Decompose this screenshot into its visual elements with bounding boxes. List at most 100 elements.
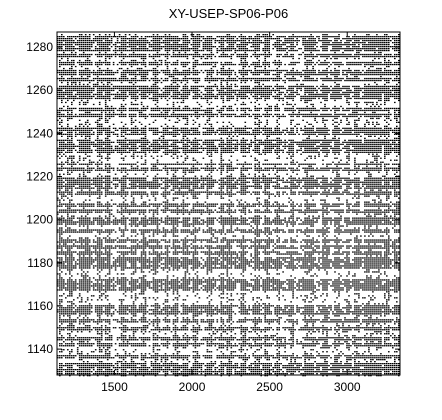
data-point bbox=[61, 355, 63, 357]
data-point bbox=[222, 347, 225, 349]
data-point bbox=[242, 341, 245, 343]
data-point bbox=[380, 307, 382, 309]
data-point bbox=[276, 319, 278, 321]
data-point bbox=[398, 311, 400, 313]
data-point bbox=[69, 355, 71, 357]
data-point bbox=[142, 285, 145, 287]
data-point bbox=[174, 303, 177, 305]
data-point bbox=[342, 369, 344, 371]
data-point bbox=[108, 287, 111, 289]
data-point bbox=[192, 313, 195, 315]
data-point bbox=[120, 299, 123, 301]
data-point bbox=[71, 289, 73, 291]
data-point bbox=[340, 287, 342, 289]
data-point bbox=[246, 311, 248, 313]
data-point bbox=[96, 279, 99, 281]
data-point bbox=[120, 343, 123, 345]
data-point bbox=[124, 345, 127, 347]
data-point bbox=[192, 345, 195, 347]
data-point bbox=[348, 329, 350, 331]
data-point bbox=[212, 309, 215, 311]
data-point bbox=[292, 333, 294, 335]
data-point bbox=[222, 327, 225, 329]
data-point bbox=[134, 287, 137, 289]
data-point bbox=[80, 285, 83, 287]
data-point bbox=[142, 327, 145, 329]
data-point bbox=[134, 329, 137, 331]
data-point bbox=[288, 285, 290, 287]
data-point bbox=[354, 369, 356, 371]
data-point bbox=[212, 363, 215, 365]
data-point bbox=[232, 367, 235, 369]
data-point bbox=[366, 371, 368, 373]
data-point bbox=[222, 355, 225, 357]
data-point bbox=[374, 281, 376, 283]
data-point bbox=[346, 343, 348, 345]
data-point bbox=[310, 307, 312, 309]
data-point bbox=[142, 307, 145, 309]
data-point bbox=[380, 365, 382, 367]
data-point bbox=[116, 369, 119, 371]
data-point bbox=[98, 313, 101, 315]
data-point bbox=[364, 285, 366, 287]
data-point bbox=[67, 357, 69, 359]
data-point bbox=[74, 369, 77, 371]
data-point bbox=[78, 329, 81, 331]
data-point bbox=[69, 327, 71, 329]
data-point bbox=[370, 275, 372, 277]
data-point bbox=[204, 305, 207, 307]
data-point bbox=[158, 321, 161, 323]
data-point bbox=[386, 331, 388, 333]
data-point bbox=[220, 279, 223, 281]
data-point bbox=[106, 267, 109, 269]
data-point bbox=[254, 367, 256, 369]
data-point bbox=[104, 351, 107, 353]
data-point bbox=[258, 309, 260, 311]
data-point bbox=[368, 321, 370, 323]
data-point bbox=[156, 339, 159, 341]
data-point bbox=[228, 305, 231, 307]
data-point bbox=[272, 287, 274, 289]
data-point bbox=[282, 311, 284, 313]
data-point bbox=[118, 289, 121, 291]
data-point bbox=[144, 345, 147, 347]
data-point bbox=[192, 367, 195, 369]
data-point bbox=[274, 311, 276, 313]
data-point bbox=[236, 305, 239, 307]
data-point bbox=[104, 329, 107, 331]
data-point bbox=[194, 331, 197, 333]
data-point bbox=[142, 279, 145, 281]
data-point bbox=[65, 309, 67, 311]
data-point bbox=[194, 307, 197, 309]
data-point bbox=[166, 293, 169, 295]
data-point bbox=[306, 295, 308, 297]
data-point bbox=[308, 271, 310, 273]
data-point bbox=[192, 305, 195, 307]
data-point bbox=[84, 315, 87, 317]
data-point bbox=[266, 357, 268, 359]
data-point bbox=[376, 289, 378, 291]
data-point bbox=[256, 319, 258, 321]
data-point bbox=[386, 343, 388, 345]
data-point bbox=[354, 289, 356, 291]
data-point bbox=[300, 289, 302, 291]
data-point bbox=[196, 333, 199, 335]
data-point bbox=[69, 351, 71, 353]
data-point bbox=[134, 279, 137, 281]
data-point bbox=[194, 365, 197, 367]
data-point bbox=[114, 363, 117, 365]
data-point bbox=[292, 307, 294, 309]
data-point bbox=[172, 343, 175, 345]
data-point bbox=[330, 307, 332, 309]
data-point bbox=[69, 321, 71, 323]
data-point bbox=[76, 327, 79, 329]
data-point bbox=[318, 269, 320, 271]
data-point bbox=[360, 327, 362, 329]
data-point bbox=[73, 303, 75, 305]
data-point bbox=[188, 273, 191, 275]
data-point bbox=[372, 291, 374, 293]
data-point bbox=[65, 313, 67, 315]
data-point bbox=[142, 317, 145, 319]
data-point bbox=[348, 285, 350, 287]
data-point bbox=[330, 345, 332, 347]
